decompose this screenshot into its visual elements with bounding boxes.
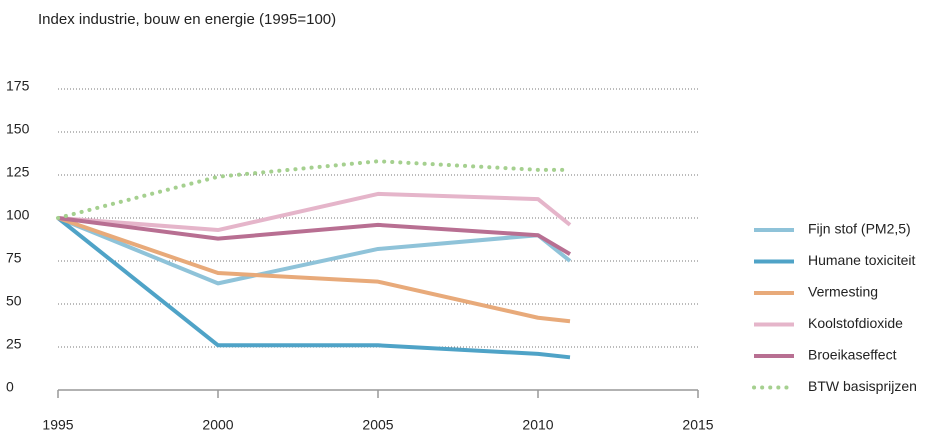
legend-label: Fijn stof (PM2,5) (808, 221, 911, 237)
y-tick-label: 0 (6, 379, 14, 395)
legend-label: Koolstofdioxide (808, 315, 903, 331)
series-line (57, 216, 571, 324)
x-tick-label: 2000 (202, 417, 233, 433)
x-tick-label: 2005 (362, 417, 393, 433)
x-tick-label: 1995 (42, 417, 73, 433)
legend-label: Humane toxiciteit (808, 252, 915, 268)
y-tick-label: 150 (6, 121, 30, 137)
series-line (56, 216, 571, 360)
series-line (56, 159, 572, 220)
y-tick-label: 100 (6, 207, 30, 223)
legend-label: BTW basisprijzen (808, 378, 917, 394)
y-tick-label: 125 (6, 164, 30, 180)
y-tick-label: 75 (6, 250, 22, 266)
legend-label: Broeikaseffect (808, 347, 897, 363)
series-line (57, 216, 572, 256)
chart-title: Index industrie, bouw en energie (1995=1… (38, 11, 336, 28)
series-line (57, 191, 572, 233)
y-tick-label: 175 (6, 78, 30, 94)
x-tick-label: 2015 (682, 417, 713, 433)
x-tick-label: 2010 (522, 417, 553, 433)
y-tick-label: 25 (6, 336, 22, 352)
legend-label: Vermesting (808, 284, 878, 300)
y-tick-label: 50 (6, 293, 22, 309)
